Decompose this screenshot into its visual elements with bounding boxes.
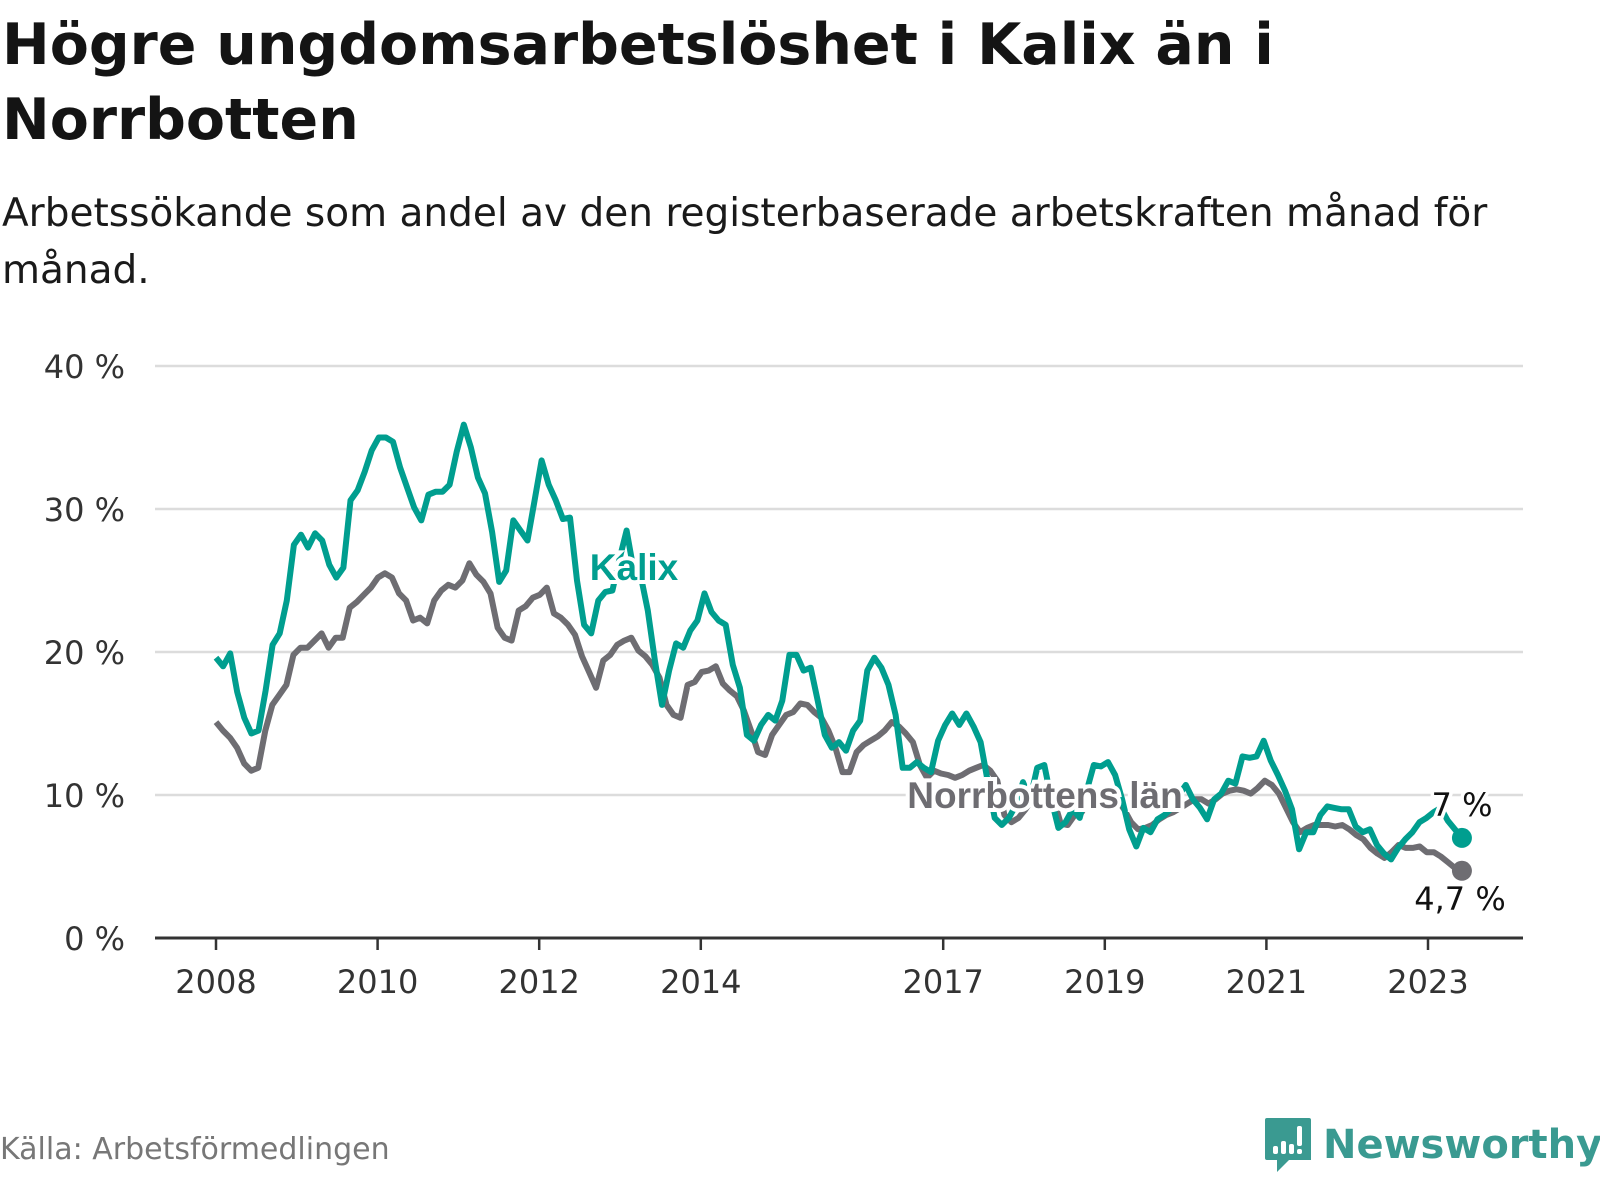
chart-title: Högre ungdomsarbetslöshet i Kalix än i N… xyxy=(2,12,1274,153)
y-tick-label: 20 % xyxy=(44,634,125,672)
series-line-norrbottens-län xyxy=(213,560,1464,874)
y-tick-label: 10 % xyxy=(44,777,125,815)
series-line-kalix xyxy=(213,421,1465,863)
y-tick-label: 30 % xyxy=(44,491,125,529)
newsworthy-logo-icon xyxy=(1265,1118,1311,1172)
series-lines xyxy=(213,421,1472,881)
series-label-norrbotten: Norrbottens län xyxy=(907,775,1182,816)
newsworthy-logo: Newsworthy xyxy=(1263,1116,1600,1174)
x-tick-label: 2010 xyxy=(337,963,418,1001)
x-tick-label: 2019 xyxy=(1064,963,1145,1001)
y-tick-label: 0 % xyxy=(64,920,125,958)
end-label-kalix: 7 % xyxy=(1432,786,1493,824)
x-tick-label: 2014 xyxy=(660,963,741,1001)
series-label-kalix: Kalix xyxy=(590,547,679,588)
end-label-norrbotten: 4,7 % xyxy=(1414,880,1505,918)
x-tick-label: 2021 xyxy=(1226,963,1307,1001)
end-point-marker xyxy=(1451,860,1472,881)
gridlines xyxy=(155,364,1523,797)
end-point-marker xyxy=(1451,827,1472,848)
x-tick-label: 2017 xyxy=(902,963,983,1001)
brand-name: Newsworthy xyxy=(1323,1122,1600,1168)
y-axis: 0 % 10 % 20 % 30 % 40 % xyxy=(44,348,125,958)
x-tick-label: 2012 xyxy=(498,963,579,1001)
chart-subtitle: Arbetssökande som andel av den registerb… xyxy=(2,191,1488,293)
y-tick-label: 40 % xyxy=(44,348,125,386)
x-tick-label: 2023 xyxy=(1387,963,1468,1001)
x-tick-label: 2008 xyxy=(175,963,256,1001)
x-axis: 2008 2010 2012 2014 2017 2019 2021 2023 xyxy=(155,936,1523,1001)
source-note: Källa: Arbetsförmedlingen xyxy=(0,1132,390,1167)
